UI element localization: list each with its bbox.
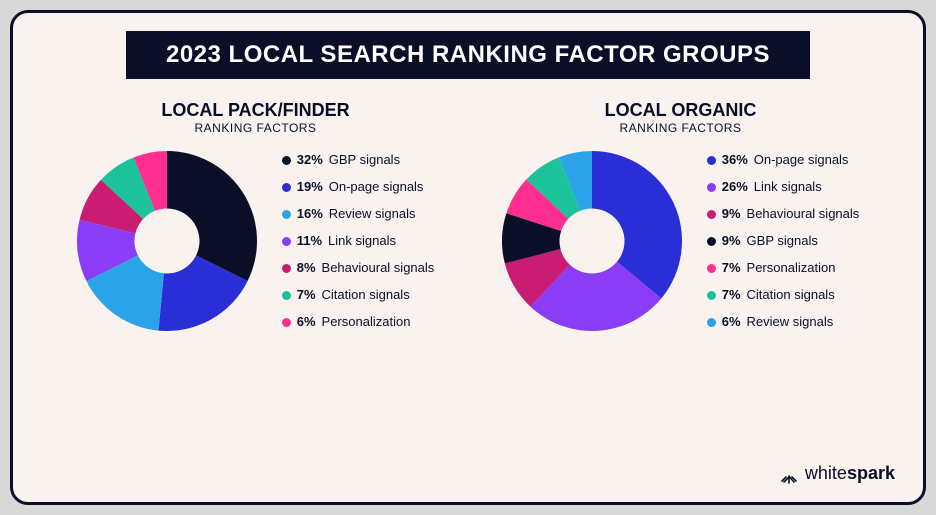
legend-item: 7% Citation signals: [282, 287, 435, 302]
legend-item: 26% Link signals: [707, 179, 860, 194]
panel-title: LOCAL ORGANIC: [605, 101, 757, 121]
legend-swatch: [282, 318, 291, 327]
legend-swatch: [707, 183, 716, 192]
legend-percent: 26%: [722, 179, 748, 194]
legend-swatch: [707, 237, 716, 246]
legend-percent: 8%: [297, 260, 316, 275]
legend-item: 36% On-page signals: [707, 152, 860, 167]
legend-item: 19% On-page signals: [282, 179, 435, 194]
panel-subtitle: RANKING FACTORS: [620, 121, 742, 135]
legend-item: 16% Review signals: [282, 206, 435, 221]
donut-chart: [77, 151, 257, 331]
legend-swatch: [707, 210, 716, 219]
donut-chart: [502, 151, 682, 331]
legend-label: Review signals: [747, 314, 834, 329]
legend-item: 9% GBP signals: [707, 233, 860, 248]
brand-part1: white: [805, 463, 847, 483]
brand-logo: whitespark: [779, 463, 895, 484]
chart-body: 32% GBP signals 19% On-page signals 16% Revie…: [77, 151, 435, 331]
legend-label: Personalization: [322, 314, 411, 329]
legend-label: GBP signals: [747, 233, 818, 248]
legend-label: Personalization: [747, 260, 836, 275]
legend-swatch: [282, 264, 291, 273]
legend-percent: 7%: [722, 260, 741, 275]
panel-local-organic: LOCAL ORGANIC RANKING FACTORS 36% On-page…: [478, 101, 883, 331]
chart-body: 36% On-page signals 26% Link signals 9% Behav…: [502, 151, 860, 331]
legend-percent: 16%: [297, 206, 323, 221]
legend-label: Behavioural signals: [322, 260, 435, 275]
legend-percent: 6%: [297, 314, 316, 329]
legend-item: 6% Personalization: [282, 314, 435, 329]
legend-item: 9% Behavioural signals: [707, 206, 860, 221]
legend-swatch: [707, 291, 716, 300]
panel-local-pack: LOCAL PACK/FINDER RANKING FACTORS 32% GBP…: [53, 101, 458, 331]
legend-swatch: [282, 156, 291, 165]
legend-item: 8% Behavioural signals: [282, 260, 435, 275]
panel-title: LOCAL PACK/FINDER: [161, 101, 349, 121]
legend-label: On-page signals: [329, 179, 424, 194]
charts-row: LOCAL PACK/FINDER RANKING FACTORS 32% GBP…: [43, 101, 893, 331]
legend-swatch: [707, 264, 716, 273]
legend-item: 32% GBP signals: [282, 152, 435, 167]
legend-swatch: [282, 183, 291, 192]
legend-swatch: [707, 318, 716, 327]
legend-label: Behavioural signals: [747, 206, 860, 221]
legend-item: 7% Personalization: [707, 260, 860, 275]
legend-percent: 32%: [297, 152, 323, 167]
legend-swatch: [282, 291, 291, 300]
page-title: 2023 LOCAL SEARCH RANKING FACTOR GROUPS: [126, 31, 810, 79]
legend-percent: 11%: [297, 233, 322, 248]
legend-item: 11% Link signals: [282, 233, 435, 248]
panel-subtitle: RANKING FACTORS: [195, 121, 317, 135]
brand-part2: spark: [847, 463, 895, 483]
legend-label: Link signals: [754, 179, 822, 194]
legend-swatch: [282, 210, 291, 219]
legend-percent: 7%: [297, 287, 316, 302]
legend-label: Citation signals: [322, 287, 410, 302]
legend-percent: 19%: [297, 179, 323, 194]
legend-percent: 6%: [722, 314, 741, 329]
legend-percent: 7%: [722, 287, 741, 302]
legend-item: 6% Review signals: [707, 314, 860, 329]
legend-percent: 9%: [722, 233, 741, 248]
legend-label: Citation signals: [747, 287, 835, 302]
legend: 32% GBP signals 19% On-page signals 16% Revie…: [282, 152, 435, 329]
legend: 36% On-page signals 26% Link signals 9% Behav…: [707, 152, 860, 329]
legend-percent: 36%: [722, 152, 748, 167]
legend-label: Link signals: [328, 233, 396, 248]
spark-icon: [779, 464, 799, 484]
legend-label: On-page signals: [754, 152, 849, 167]
infographic-card: 2023 LOCAL SEARCH RANKING FACTOR GROUPS …: [10, 10, 926, 505]
legend-item: 7% Citation signals: [707, 287, 860, 302]
legend-swatch: [282, 237, 291, 246]
legend-label: Review signals: [329, 206, 416, 221]
legend-percent: 9%: [722, 206, 741, 221]
legend-label: GBP signals: [329, 152, 400, 167]
legend-swatch: [707, 156, 716, 165]
